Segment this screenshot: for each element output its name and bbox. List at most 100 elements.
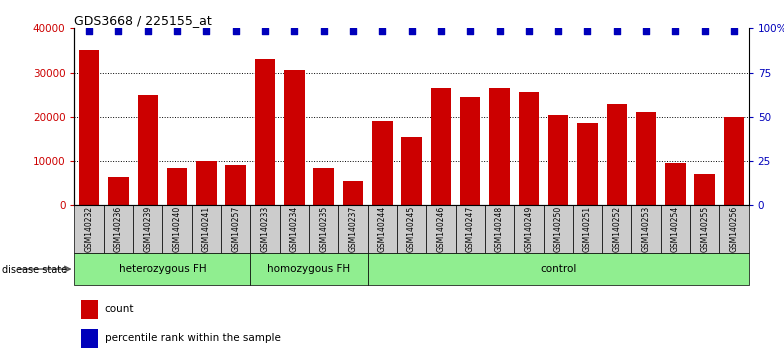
Text: GSM140237: GSM140237 [348,206,358,252]
Bar [221,205,250,253]
Point [288,28,300,33]
Bar [192,205,221,253]
Point [699,28,711,33]
Text: GSM140247: GSM140247 [466,206,475,252]
Bar [108,177,129,205]
Text: GSM140239: GSM140239 [143,206,152,252]
Bar [226,166,246,205]
Bar [250,253,368,285]
Point [259,28,271,33]
Point [171,28,183,33]
Text: GSM140254: GSM140254 [671,206,680,252]
Bar [368,253,749,285]
Bar [255,59,275,205]
Point [611,28,623,33]
Bar [460,97,481,205]
Point [670,28,682,33]
Point [112,28,125,33]
Bar [543,205,573,253]
Text: GSM140236: GSM140236 [114,206,123,252]
Text: GSM140232: GSM140232 [85,206,93,252]
Text: disease state: disease state [2,265,67,275]
Text: GSM140256: GSM140256 [730,206,739,252]
Bar [514,205,543,253]
Text: GSM140245: GSM140245 [407,206,416,252]
Text: GSM140251: GSM140251 [583,206,592,252]
Text: percentile rank within the sample: percentile rank within the sample [105,333,281,343]
Text: GSM140257: GSM140257 [231,206,240,252]
Bar [631,205,661,253]
Bar [372,121,393,205]
Bar [280,205,309,253]
Point [464,28,477,33]
Point [552,28,564,33]
Bar [133,205,162,253]
Text: GSM140244: GSM140244 [378,206,387,252]
Point [640,28,652,33]
Bar [548,115,568,205]
Bar [343,181,363,205]
Bar [573,205,602,253]
Point [141,28,154,33]
Bar [79,51,100,205]
Text: count: count [105,304,134,314]
Text: GSM140252: GSM140252 [612,206,621,252]
Bar [724,117,744,205]
Text: GSM140234: GSM140234 [290,206,299,252]
Bar [518,92,539,205]
Point [347,28,359,33]
Bar [577,124,597,205]
Bar [74,205,103,253]
Bar [137,95,158,205]
Bar [690,205,720,253]
Bar [82,300,98,319]
Bar [284,70,305,205]
Bar [607,104,627,205]
Bar [103,205,133,253]
Bar [602,205,631,253]
Bar [636,113,656,205]
Point [405,28,418,33]
Text: GSM140246: GSM140246 [437,206,445,252]
Point [523,28,535,33]
Bar [695,175,715,205]
Text: GSM140255: GSM140255 [700,206,710,252]
Text: GSM140253: GSM140253 [641,206,651,252]
Text: heterozygous FH: heterozygous FH [118,264,206,274]
Point [230,28,242,33]
Bar [401,137,422,205]
Point [493,28,506,33]
Text: GSM140235: GSM140235 [319,206,328,252]
Text: GSM140248: GSM140248 [495,206,504,252]
Bar [720,205,749,253]
Point [376,28,389,33]
Bar [397,205,426,253]
Bar [489,88,510,205]
Bar [339,205,368,253]
Text: homozygous FH: homozygous FH [267,264,350,274]
Bar [368,205,397,253]
Text: GSM140233: GSM140233 [260,206,270,252]
Text: control: control [540,264,576,274]
Point [200,28,212,33]
Bar [426,205,456,253]
Bar [485,205,514,253]
Point [83,28,96,33]
Point [318,28,330,33]
Bar [661,205,690,253]
Point [434,28,447,33]
Text: GSM140241: GSM140241 [202,206,211,252]
Bar [162,205,192,253]
Bar [314,168,334,205]
Text: GDS3668 / 225155_at: GDS3668 / 225155_at [74,14,212,27]
Bar [456,205,485,253]
Text: GSM140250: GSM140250 [554,206,563,252]
Bar [665,163,686,205]
Bar [82,329,98,348]
Text: GSM140240: GSM140240 [172,206,182,252]
Bar [250,205,280,253]
Bar [196,161,216,205]
Text: GSM140249: GSM140249 [524,206,533,252]
Bar [167,168,187,205]
Point [728,28,740,33]
